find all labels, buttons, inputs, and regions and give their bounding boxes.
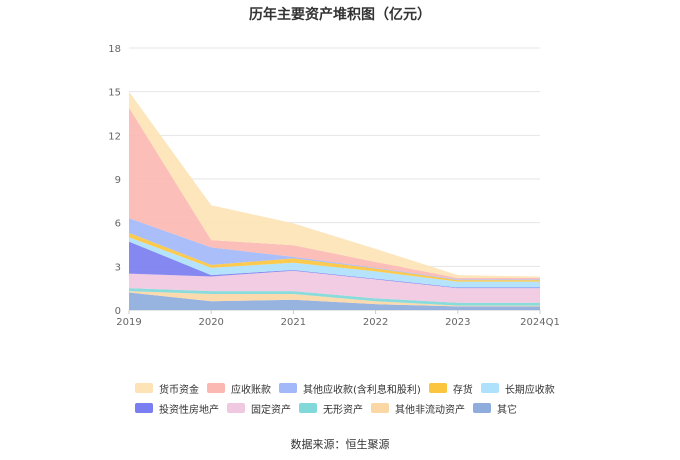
legend-row: 投资性房地产 固定资产 无形资产 其他非流动资产 其它 [135, 398, 565, 418]
legend-label: 其他应收款(含利息和股利) [303, 384, 421, 396]
x-tick-label: 2019 [116, 317, 141, 328]
legend-item[interactable]: 其它 [473, 401, 517, 416]
y-tick-label: 0 [115, 306, 121, 317]
y-tick-label: 9 [115, 175, 121, 186]
y-tick-label: 6 [115, 219, 121, 230]
legend-label: 存货 [452, 384, 473, 396]
legend-swatch [279, 383, 297, 393]
x-tick-label: 2023 [445, 317, 470, 328]
chart-legend: 货币资金 应收账款 其他应收款(含利息和股利) 存货 长期应收款 投资性房地产 固定资产 无… [135, 378, 565, 418]
legend-swatch [371, 403, 389, 413]
legend-label: 货币资金 [159, 384, 199, 396]
legend-label: 其它 [497, 404, 517, 416]
legend-item[interactable]: 存货 [428, 381, 473, 396]
legend-item[interactable]: 固定资产 [227, 401, 291, 416]
legend-swatch [428, 383, 447, 393]
legend-label: 无形资产 [323, 404, 363, 416]
legend-swatch [299, 403, 317, 413]
area-series [129, 237, 540, 288]
legend-label: 其他非流动资产 [395, 404, 465, 416]
legend-swatch [207, 383, 225, 393]
legend-swatch [480, 383, 499, 393]
legend-item[interactable]: 无形资产 [299, 401, 363, 416]
legend-item[interactable]: 货币资金 [135, 381, 199, 396]
x-tick-label: 2020 [198, 317, 223, 328]
legend-swatch [135, 383, 153, 393]
legend-label: 应收账款 [231, 384, 271, 396]
y-tick-label: 12 [108, 131, 121, 142]
legend-swatch [135, 403, 153, 413]
legend-item[interactable]: 投资性房地产 [135, 401, 219, 416]
area-series [129, 270, 540, 303]
legend-item[interactable]: 长期应收款 [480, 381, 555, 396]
y-tick-label: 15 [108, 88, 121, 99]
area-series [129, 292, 540, 310]
legend-item[interactable]: 其他应收款(含利息和股利) [279, 381, 421, 396]
area-series [129, 218, 540, 281]
legend-swatch [227, 403, 245, 413]
area-series [129, 291, 540, 307]
area-series [129, 288, 540, 306]
x-tick-label: 2021 [281, 317, 306, 328]
legend-label: 长期应收款 [504, 384, 555, 396]
chart-title: 历年主要资产堆积图（亿元） [249, 7, 431, 23]
x-tick-label: 2024Q1 [520, 317, 560, 328]
legend-label: 投资性房地产 [159, 404, 219, 416]
y-tick-label: 3 [115, 262, 121, 273]
legend-row: 货币资金 应收账款 其他应收款(含利息和股利) 存货 长期应收款 [135, 378, 565, 398]
data-source-note: 数据来源：恒生聚源 [290, 438, 390, 451]
y-tick-label: 18 [108, 44, 121, 55]
legend-item[interactable]: 应收账款 [207, 381, 271, 396]
legend-label: 固定资产 [251, 404, 291, 416]
x-tick-label: 2022 [363, 317, 388, 328]
area-series [129, 91, 540, 278]
legend-swatch [473, 403, 491, 413]
legend-item[interactable]: 其他非流动资产 [371, 401, 465, 416]
